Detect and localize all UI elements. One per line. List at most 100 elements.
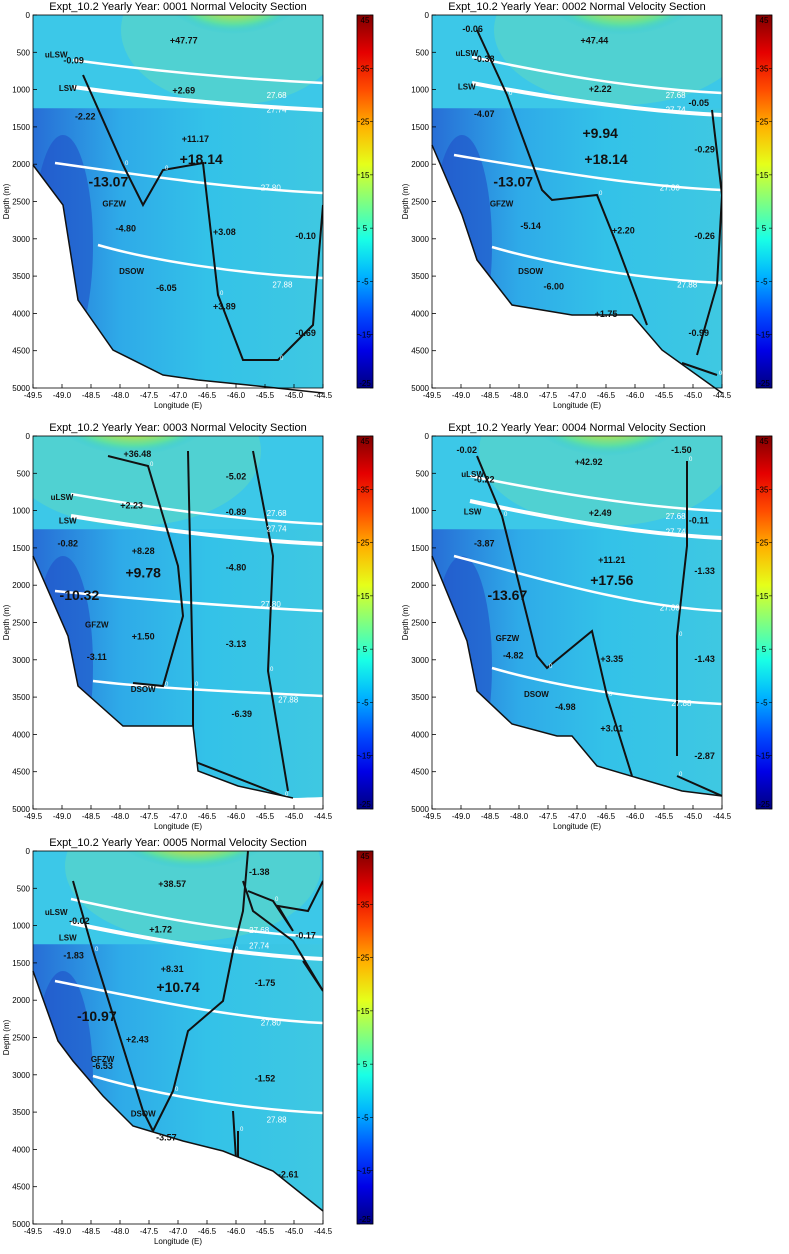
x-tick-label: -45.5 [655, 391, 674, 400]
water-mass-label: LSW [59, 84, 77, 93]
velocity-field [33, 436, 323, 798]
colorbar-tick-label: 45 [760, 437, 769, 446]
y-tick-label: 1000 [12, 86, 30, 95]
velocity-section-year-0003: Expt_10.2 Yearly Year: 0003 Normal Veloc… [2, 422, 374, 831]
colorbar-tick-label: -25 [758, 379, 770, 388]
isopycnal-label: 27.88 [677, 280, 698, 289]
isopycnal-line [469, 474, 722, 513]
colorbar-tick-label: -5 [361, 698, 369, 707]
velocity-value-label: +2.20 [612, 226, 635, 236]
velocity-value-label: +10.74 [156, 979, 199, 995]
isopycnal-line [92, 679, 323, 698]
y-tick-label: 2500 [12, 619, 30, 628]
y-tick-label: 2000 [411, 581, 429, 590]
y-tick-label: 3000 [12, 656, 30, 665]
x-tick-label: -48.5 [82, 812, 101, 821]
water-mass-label: GFZW [496, 634, 520, 643]
water-mass-label: DSOW [518, 267, 543, 276]
velocity-value-label: -3.11 [87, 652, 107, 662]
water-mass-label: DSOW [131, 685, 156, 694]
velocity-value-label: -0.06 [462, 24, 483, 34]
y-tick-label: 4000 [12, 1145, 30, 1154]
water-mass-label: LSW [59, 934, 77, 943]
x-axis-label: Longitude (E) [553, 822, 601, 831]
zero-contour-line [72, 851, 249, 1134]
velocity-value-label: -4.80 [116, 223, 137, 233]
bathymetry-outline [32, 970, 324, 1212]
water-mass-label: GFZW [85, 621, 109, 630]
velocity-value-label: -1.33 [694, 566, 715, 576]
velocity-value-label: -2.61 [278, 1170, 299, 1180]
y-tick-label: 5000 [12, 805, 30, 814]
isopycnal-label: 27.68 [666, 512, 687, 521]
y-tick-label: 2000 [12, 581, 30, 590]
x-tick-label: -48.0 [111, 1227, 130, 1236]
velocity-section-year-0005: Expt_10.2 Yearly Year: 0005 Normal Veloc… [2, 837, 374, 1246]
y-tick-label: 5000 [12, 1220, 30, 1229]
y-tick-label: 0 [26, 432, 31, 441]
isopycnal-label: 27.88 [267, 1116, 288, 1125]
colorbar-tick-label: 15 [361, 1007, 370, 1016]
velocity-value-label: -0.10 [295, 231, 316, 241]
velocity-value-label: -1.38 [249, 867, 270, 877]
velocity-value-label: -6.00 [544, 282, 565, 292]
zero-contour-label: 0 [275, 897, 279, 903]
isopycnal-label: 27.68 [267, 91, 288, 100]
water-mass-label: LSW [464, 507, 482, 516]
velocity-value-label: -6.05 [156, 283, 177, 293]
velocity-value-label: -13.07 [89, 174, 129, 190]
velocity-value-label: +36.48 [124, 449, 152, 459]
colorbar-tick-label: 15 [361, 592, 370, 601]
isopycnal-line [453, 554, 722, 613]
colorbar-tick-label: -25 [359, 379, 371, 388]
y-tick-label: 0 [425, 432, 430, 441]
velocity-value-label: -0.02 [457, 445, 478, 455]
zero-contour-label: 0 [125, 161, 129, 167]
x-tick-label: -49.0 [53, 391, 72, 400]
isopycnal-line [471, 81, 722, 117]
y-tick-label: 4500 [12, 768, 30, 777]
x-tick-label: -45.0 [285, 812, 304, 821]
zero-contour-label: 0 [325, 987, 329, 993]
zero-contour-label: 0 [719, 281, 723, 287]
isopycnal-line [70, 492, 323, 526]
isopycnal-line [72, 85, 323, 112]
velocity-value-label: -4.82 [503, 650, 524, 660]
colorbar-tick-label: -5 [760, 277, 768, 286]
x-axis-label: Longitude (E) [154, 822, 202, 831]
velocity-value-label: +2.22 [589, 84, 612, 94]
y-tick-label: 3500 [411, 693, 429, 702]
velocity-value-label: +38.57 [158, 879, 186, 889]
y-tick-label: 4500 [411, 347, 429, 356]
y-tick-label: 1500 [411, 123, 429, 132]
velocity-field [33, 15, 323, 388]
x-tick-label: -49.5 [24, 391, 43, 400]
velocity-value-label: +9.78 [125, 565, 161, 581]
velocity-value-label: -0.22 [474, 474, 495, 484]
y-tick-label: 5000 [411, 384, 429, 393]
velocity-value-label: -10.32 [60, 587, 100, 603]
isopycnal-label: 27.68 [249, 926, 270, 935]
velocity-value-label: +47.44 [581, 35, 609, 45]
zero-contour-label: 0 [325, 201, 329, 207]
isopycnal-line [70, 514, 323, 546]
velocity-value-label: +2.69 [172, 85, 195, 95]
velocity-value-label: -3.57 [156, 1132, 177, 1142]
zero-contour-label: 0 [679, 772, 683, 778]
colorbar-tick-label: 45 [361, 437, 370, 446]
velocity-value-label: -2.22 [75, 111, 96, 121]
colorbar-tick-label: 5 [762, 224, 767, 233]
colorbar [755, 435, 773, 810]
water-mass-label: uLSW [461, 470, 484, 479]
y-tick-label: 3000 [12, 235, 30, 244]
colorbar [356, 14, 374, 389]
x-tick-label: -46.5 [597, 391, 616, 400]
x-tick-label: -46.5 [597, 812, 616, 821]
velocity-value-label: -0.26 [694, 231, 715, 241]
y-axis-label: Depth (m) [401, 183, 410, 219]
x-tick-label: -49.0 [53, 812, 72, 821]
velocity-value-label: +3.08 [213, 227, 236, 237]
chart-title: Expt_10.2 Yearly Year: 0004 Normal Veloc… [448, 422, 705, 434]
y-tick-label: 1500 [411, 544, 429, 553]
y-tick-label: 1500 [12, 123, 30, 132]
